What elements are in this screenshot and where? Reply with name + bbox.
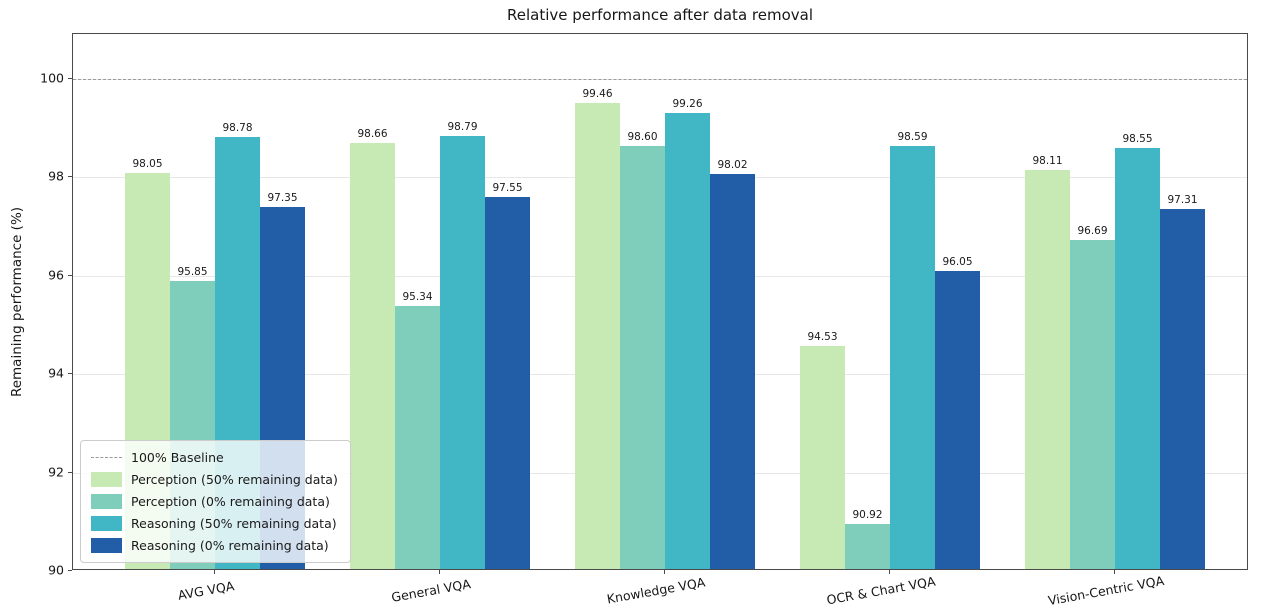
- bar-value-label: 98.59: [897, 131, 928, 144]
- bar-reasoning-0-remaining-data-general-vqa: [485, 197, 530, 569]
- bar-value-label: 98.66: [357, 127, 388, 140]
- bar-perception-50-remaining-data-knowledge-vqa: [575, 103, 620, 569]
- bar-value-label: 98.11: [1032, 154, 1063, 167]
- y-tick-mark-90: [68, 570, 72, 571]
- bar-reasoning-50-remaining-data-ocr-chart-vqa: [890, 146, 935, 569]
- bar-perception-50-remaining-data-vision-centric-vqa: [1025, 169, 1070, 569]
- bar-reasoning-50-remaining-data-general-vqa: [440, 136, 485, 569]
- baseline-100pct-line: [73, 78, 1247, 80]
- legend-label-2: Perception (0% remaining data): [131, 494, 330, 509]
- x-tick-label-knowledge-vqa: Knowledge VQA: [605, 574, 707, 607]
- bar-value-label: 98.02: [717, 159, 748, 172]
- legend-color-swatch: [91, 516, 122, 531]
- x-tick-mark-4: [889, 570, 890, 574]
- legend-item-1: Perception (50% remaining data): [91, 470, 338, 489]
- y-axis-label: Remaining performance (%): [9, 206, 25, 397]
- bar-perception-50-remaining-data-ocr-chart-vqa: [800, 346, 845, 569]
- bar-value-label: 98.78: [222, 121, 253, 134]
- legend: 100% Baseline Perception (50% remaining d…: [80, 440, 351, 563]
- bar-value-label: 98.55: [1122, 133, 1153, 146]
- bar-reasoning-50-remaining-data-vision-centric-vqa: [1115, 148, 1160, 569]
- x-tick-label-ocr-chart-vqa: OCR & Chart VQA: [825, 573, 937, 608]
- bar-reasoning-0-remaining-data-knowledge-vqa: [710, 174, 755, 569]
- legend-label-4: Reasoning (0% remaining data): [131, 538, 329, 553]
- x-tick-label-avg-vqa: AVG VQA: [176, 578, 236, 603]
- legend-item-4: Reasoning (0% remaining data): [91, 536, 338, 555]
- bar-perception-0-remaining-data-vision-centric-vqa: [1070, 239, 1115, 569]
- x-tick-label-vision-centric-vqa: Vision-Centric VQA: [1046, 572, 1166, 609]
- bar-perception-50-remaining-data-general-vqa: [350, 142, 395, 569]
- baseline-dash-icon: [91, 457, 122, 458]
- bar-reasoning-50-remaining-data-knowledge-vqa: [665, 113, 710, 569]
- bar-value-label: 94.53: [807, 331, 838, 344]
- legend-item-2: Perception (0% remaining data): [91, 492, 338, 511]
- bar-value-label: 90.92: [852, 508, 883, 521]
- bar-value-label: 96.69: [1077, 224, 1108, 237]
- x-tick-mark-2: [439, 570, 440, 574]
- bar-value-label: 97.55: [492, 182, 523, 195]
- bar-value-label: 97.35: [267, 192, 298, 205]
- bar-value-label: 95.85: [177, 266, 208, 279]
- bar-perception-0-remaining-data-ocr-chart-vqa: [845, 523, 890, 569]
- bar-value-label: 95.34: [402, 291, 433, 304]
- bar-value-label: 99.26: [672, 98, 703, 111]
- bar-value-label: 99.46: [582, 88, 613, 101]
- legend-color-swatch: [91, 494, 122, 509]
- bar-value-label: 98.60: [627, 130, 658, 143]
- x-tick-mark-3: [664, 570, 665, 574]
- legend-label-3: Reasoning (50% remaining data): [131, 516, 337, 531]
- bar-perception-0-remaining-data-knowledge-vqa: [620, 145, 665, 569]
- bar-value-label: 98.79: [447, 121, 478, 134]
- y-axis-label-wrap: Remaining performance (%): [0, 33, 34, 570]
- x-tick-mark-5: [1114, 570, 1115, 574]
- legend-item-baseline: 100% Baseline: [91, 448, 338, 467]
- bar-value-label: 98.05: [132, 157, 163, 170]
- legend-item-3: Reasoning (50% remaining data): [91, 514, 338, 533]
- plot-area: 98.05 98.66 99.46 94.53 98.11 95.85 95.34 98.60…: [72, 33, 1248, 570]
- x-tick-label-general-vqa: General VQA: [390, 576, 472, 605]
- legend-color-swatch: [91, 472, 122, 487]
- bar-reasoning-0-remaining-data-vision-centric-vqa: [1160, 209, 1205, 569]
- x-tick-mark-1: [214, 570, 215, 574]
- bar-reasoning-0-remaining-data-ocr-chart-vqa: [935, 271, 980, 569]
- legend-label-baseline: 100% Baseline: [131, 450, 224, 465]
- bar-value-label: 96.05: [942, 256, 973, 269]
- chart-title: Relative performance after data removal: [507, 6, 813, 24]
- legend-label-1: Perception (50% remaining data): [131, 472, 338, 487]
- legend-color-swatch: [91, 538, 122, 553]
- bar-perception-0-remaining-data-general-vqa: [395, 306, 440, 569]
- bar-value-label: 97.31: [1167, 194, 1198, 207]
